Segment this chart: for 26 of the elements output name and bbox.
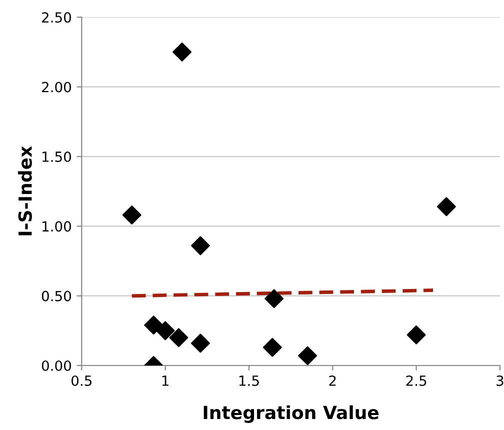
point [406,325,426,344]
point [172,42,192,62]
y-tick-label: 1.50 [42,151,72,162]
x-tick-label: 0.5 [72,375,92,386]
point [190,236,210,256]
point [144,316,164,335]
y-tick-label: 0.50 [42,290,72,302]
point [298,346,318,366]
x-tick-label: 2 [329,375,336,386]
y-tick-label: 0.00 [42,360,72,371]
y-tick-label: 1.00 [42,221,72,232]
x-tick-label: 1.5 [239,376,259,386]
x-tick-label: 3 [496,375,504,386]
x-axis-title: Integration Value [204,405,379,423]
point [156,321,175,340]
point [264,289,284,308]
point [190,334,210,353]
y-axis-title: I-S-Index [18,146,32,236]
y-tick-label: 2.00 [42,82,72,92]
point [436,197,456,216]
point [262,338,282,357]
y-tick-label: 2.50 [42,12,72,23]
x-tick-label: 2.5 [406,375,426,386]
point [122,206,142,225]
point [169,328,188,348]
x-tick-label: 1 [162,376,168,386]
